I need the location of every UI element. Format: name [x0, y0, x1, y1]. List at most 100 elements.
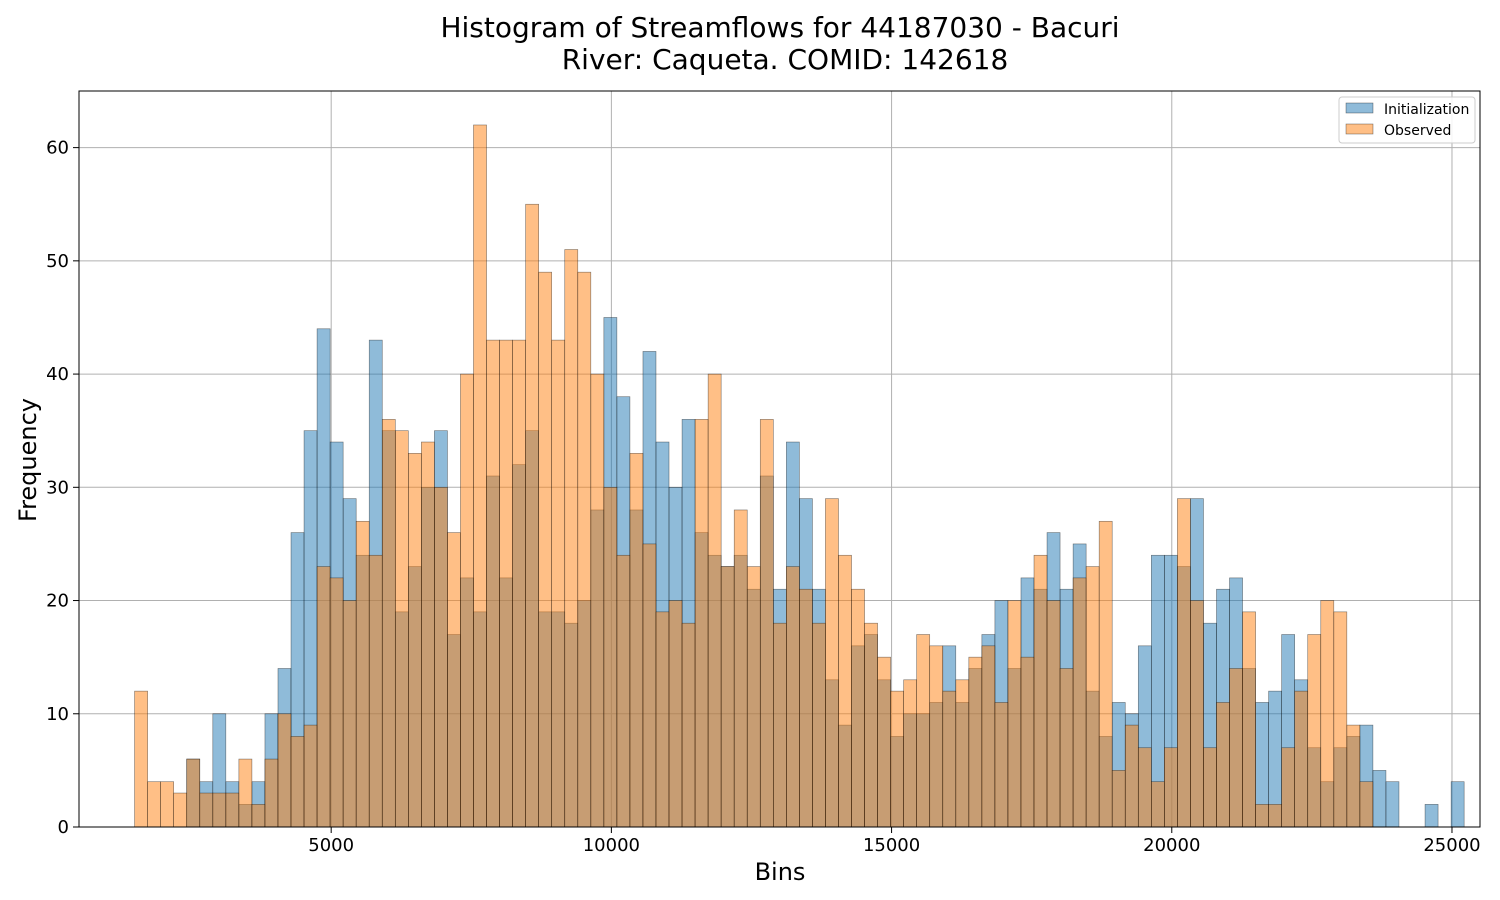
- histogram-bar-observed: [1007, 600, 1022, 828]
- y-tick-label: 40: [46, 364, 69, 385]
- y-tick-label: 0: [58, 817, 69, 838]
- histogram-bar-observed: [460, 373, 474, 828]
- histogram-bar-observed: [1098, 520, 1113, 828]
- histogram-bar-observed: [629, 453, 644, 828]
- histogram-bar-observed: [1229, 668, 1243, 828]
- histogram-bar-observed: [981, 645, 996, 828]
- histogram-bar-observed: [694, 419, 709, 828]
- histogram-bar-observed: [590, 373, 605, 828]
- histogram-bar-observed: [1111, 770, 1126, 828]
- histogram-bar-observed: [1085, 566, 1100, 828]
- histogram-bar-observed: [1203, 747, 1217, 828]
- histogram-bar-initialization: [1385, 781, 1400, 828]
- histogram-bar-observed: [955, 679, 970, 828]
- histogram-bar-observed: [825, 498, 839, 828]
- histogram-bar-observed: [1333, 611, 1348, 828]
- legend-label-observed: Observed: [1384, 123, 1451, 139]
- histogram-bar-observed: [134, 690, 148, 828]
- histogram-bar-observed: [916, 634, 931, 828]
- histogram-bar-observed: [759, 419, 774, 828]
- histogram-bar-observed: [147, 781, 161, 828]
- histogram-bar-observed: [786, 566, 800, 828]
- histogram-bar-observed: [864, 622, 878, 828]
- x-tick-label: 5000: [308, 835, 354, 856]
- histogram-bar-initialization: [1372, 770, 1387, 828]
- histogram-bar-observed: [903, 679, 917, 828]
- histogram-bar-observed: [277, 713, 292, 828]
- histogram-bar-observed: [1137, 747, 1152, 828]
- histogram-bar-observed: [1359, 781, 1374, 828]
- histogram-bar-observed: [342, 600, 357, 828]
- histogram-bar-observed: [199, 792, 214, 828]
- histogram-bar-observed: [1124, 724, 1139, 828]
- y-tick-label: 10: [46, 704, 69, 725]
- histogram-bar-observed: [212, 792, 227, 828]
- histogram-bar-observed: [1294, 690, 1309, 828]
- histogram-bar-observed: [538, 271, 553, 828]
- histogram-bar-observed: [264, 758, 279, 828]
- histogram-bar-observed: [421, 441, 435, 828]
- histogram-bar-observed: [1255, 804, 1269, 828]
- histogram-bar-observed: [642, 543, 657, 828]
- x-tick-label: 25000: [1423, 835, 1480, 856]
- histogram-bar-observed: [1216, 702, 1230, 828]
- histogram-bar-observed: [486, 339, 500, 828]
- histogram-bar-observed: [1268, 804, 1282, 828]
- histogram-bar-observed: [1346, 724, 1361, 828]
- histogram-bar-observed: [355, 520, 370, 828]
- legend-swatch-initialization: [1345, 102, 1374, 114]
- histogram-bar-observed: [1164, 747, 1178, 828]
- histogram-bar-observed: [473, 124, 487, 828]
- histogram-bar-observed: [381, 419, 396, 828]
- histogram-bar-observed: [733, 509, 748, 828]
- histogram-bar-observed: [1307, 634, 1322, 828]
- histogram-bar-observed: [851, 588, 865, 828]
- chart-title-line1: Histogram of Streamflows for 44187030 - …: [440, 11, 1119, 44]
- histogram-bar-observed: [877, 656, 891, 828]
- histogram-bar-observed: [1059, 668, 1074, 828]
- histogram-bar-observed: [564, 249, 579, 828]
- histogram-bar-observed: [251, 804, 266, 828]
- y-axis-label: Frequency: [14, 398, 42, 522]
- histogram-bar-observed: [1190, 600, 1204, 828]
- histogram-bar-observed: [160, 781, 174, 828]
- x-tick-label: 20000: [1143, 835, 1200, 856]
- histogram-bar-observed: [838, 554, 852, 828]
- histogram-bar-observed: [799, 588, 813, 828]
- histogram-bar-observed: [616, 554, 631, 828]
- histogram-bar-observed: [434, 487, 448, 828]
- legend: Initialization Observed: [1338, 96, 1476, 144]
- histogram-bar-observed: [225, 792, 240, 828]
- histogram-bar-observed: [707, 373, 722, 828]
- y-tick-label: 30: [46, 477, 69, 498]
- histogram-bar-observed: [1046, 600, 1061, 828]
- x-tick-label: 15000: [863, 835, 920, 856]
- legend-label-initialization: Initialization: [1384, 102, 1469, 118]
- histogram-bar-observed: [577, 271, 592, 828]
- plot-frame: [78, 90, 1481, 828]
- histogram-bar-observed: [890, 690, 904, 828]
- histogram-bar-observed: [668, 600, 683, 828]
- y-tick-label: 20: [46, 591, 69, 612]
- histogram-bar-observed: [603, 487, 618, 828]
- y-tick-label: 60: [46, 138, 69, 159]
- histogram-bar-observed: [290, 736, 305, 828]
- histogram-bar-observed: [368, 554, 383, 828]
- histogram-bar-observed: [1151, 781, 1165, 828]
- histogram-bar-observed: [929, 645, 944, 828]
- histogram-bar-observed: [316, 566, 331, 828]
- histogram-bar-observed: [1033, 554, 1048, 828]
- histogram-bar-observed: [720, 566, 735, 828]
- histogram-bar-observed: [968, 656, 983, 828]
- histogram-bar-observed: [681, 622, 696, 828]
- histogram-bar-observed: [447, 532, 461, 828]
- histogram-bar-observed: [303, 724, 318, 828]
- histogram-bar-observed: [812, 622, 826, 828]
- histogram-bar-observed: [394, 430, 409, 828]
- y-axis-ticks: 0 10 20 30 40 50 60: [46, 138, 79, 838]
- histogram-bar-observed: [1281, 747, 1295, 828]
- histogram-bar-observed: [408, 453, 422, 828]
- histogram-bar-observed: [173, 792, 188, 828]
- histogram-bar-observed: [551, 339, 566, 828]
